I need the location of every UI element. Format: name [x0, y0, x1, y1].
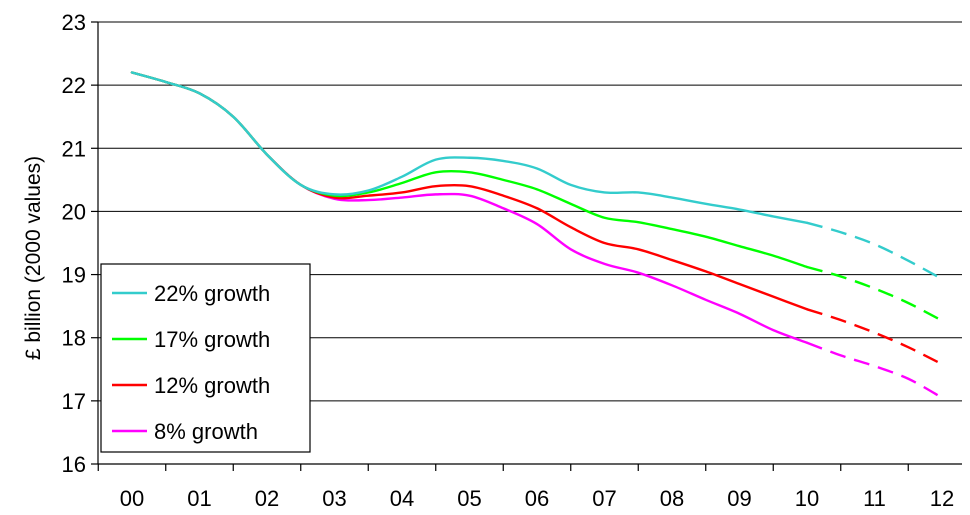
legend-label: 8% growth — [154, 419, 258, 444]
x-tick-label: 10 — [795, 486, 819, 511]
x-tick-label: 11 — [863, 486, 886, 511]
y-tick-label: 22 — [62, 73, 86, 98]
y-tick-label: 23 — [62, 10, 86, 35]
y-axis-title: £ billion (2000 values) — [22, 156, 45, 360]
legend-label: 12% growth — [154, 373, 270, 398]
series-lines — [130, 71, 943, 399]
x-tick-label: 01 — [187, 486, 211, 511]
y-tick-label: 17 — [62, 389, 86, 414]
series-projection-12-growth — [806, 308, 943, 366]
x-tick-label: 03 — [322, 486, 346, 511]
x-tick-label: 06 — [525, 486, 549, 511]
series-projection-22-growth — [806, 221, 943, 281]
x-tick-label: 00 — [120, 486, 144, 511]
x-tick-label: 09 — [727, 486, 751, 511]
series-line-22-growth — [130, 71, 809, 224]
x-tick-label: 04 — [390, 486, 414, 511]
y-tick-label: 16 — [62, 452, 86, 477]
x-tick-label: 05 — [457, 486, 481, 511]
legend: 22% growth 17% growth 12% growth 8% growth — [100, 263, 311, 453]
x-tick-label: 08 — [660, 486, 684, 511]
x-axis-ticks: 00 01 02 03 04 05 06 07 08 09 10 11 12 — [97, 464, 954, 511]
y-tick-label: 18 — [62, 326, 86, 351]
legend-label: 17% growth — [154, 327, 270, 352]
legend-label: 22% growth — [154, 281, 270, 306]
x-tick-label: 12 — [930, 486, 954, 511]
series-line-17-growth — [130, 71, 809, 269]
y-axis-ticks: 16 17 18 19 20 21 22 23 — [62, 10, 98, 477]
series-projection-8-growth — [806, 341, 943, 399]
y-tick-label: 21 — [62, 136, 86, 161]
x-tick-label: 02 — [255, 486, 279, 511]
x-tick-label: 07 — [592, 486, 616, 511]
axes — [97, 22, 962, 465]
y-tick-label: 20 — [62, 199, 86, 224]
legend-box — [100, 263, 311, 453]
y-tick-label: 19 — [62, 263, 86, 288]
